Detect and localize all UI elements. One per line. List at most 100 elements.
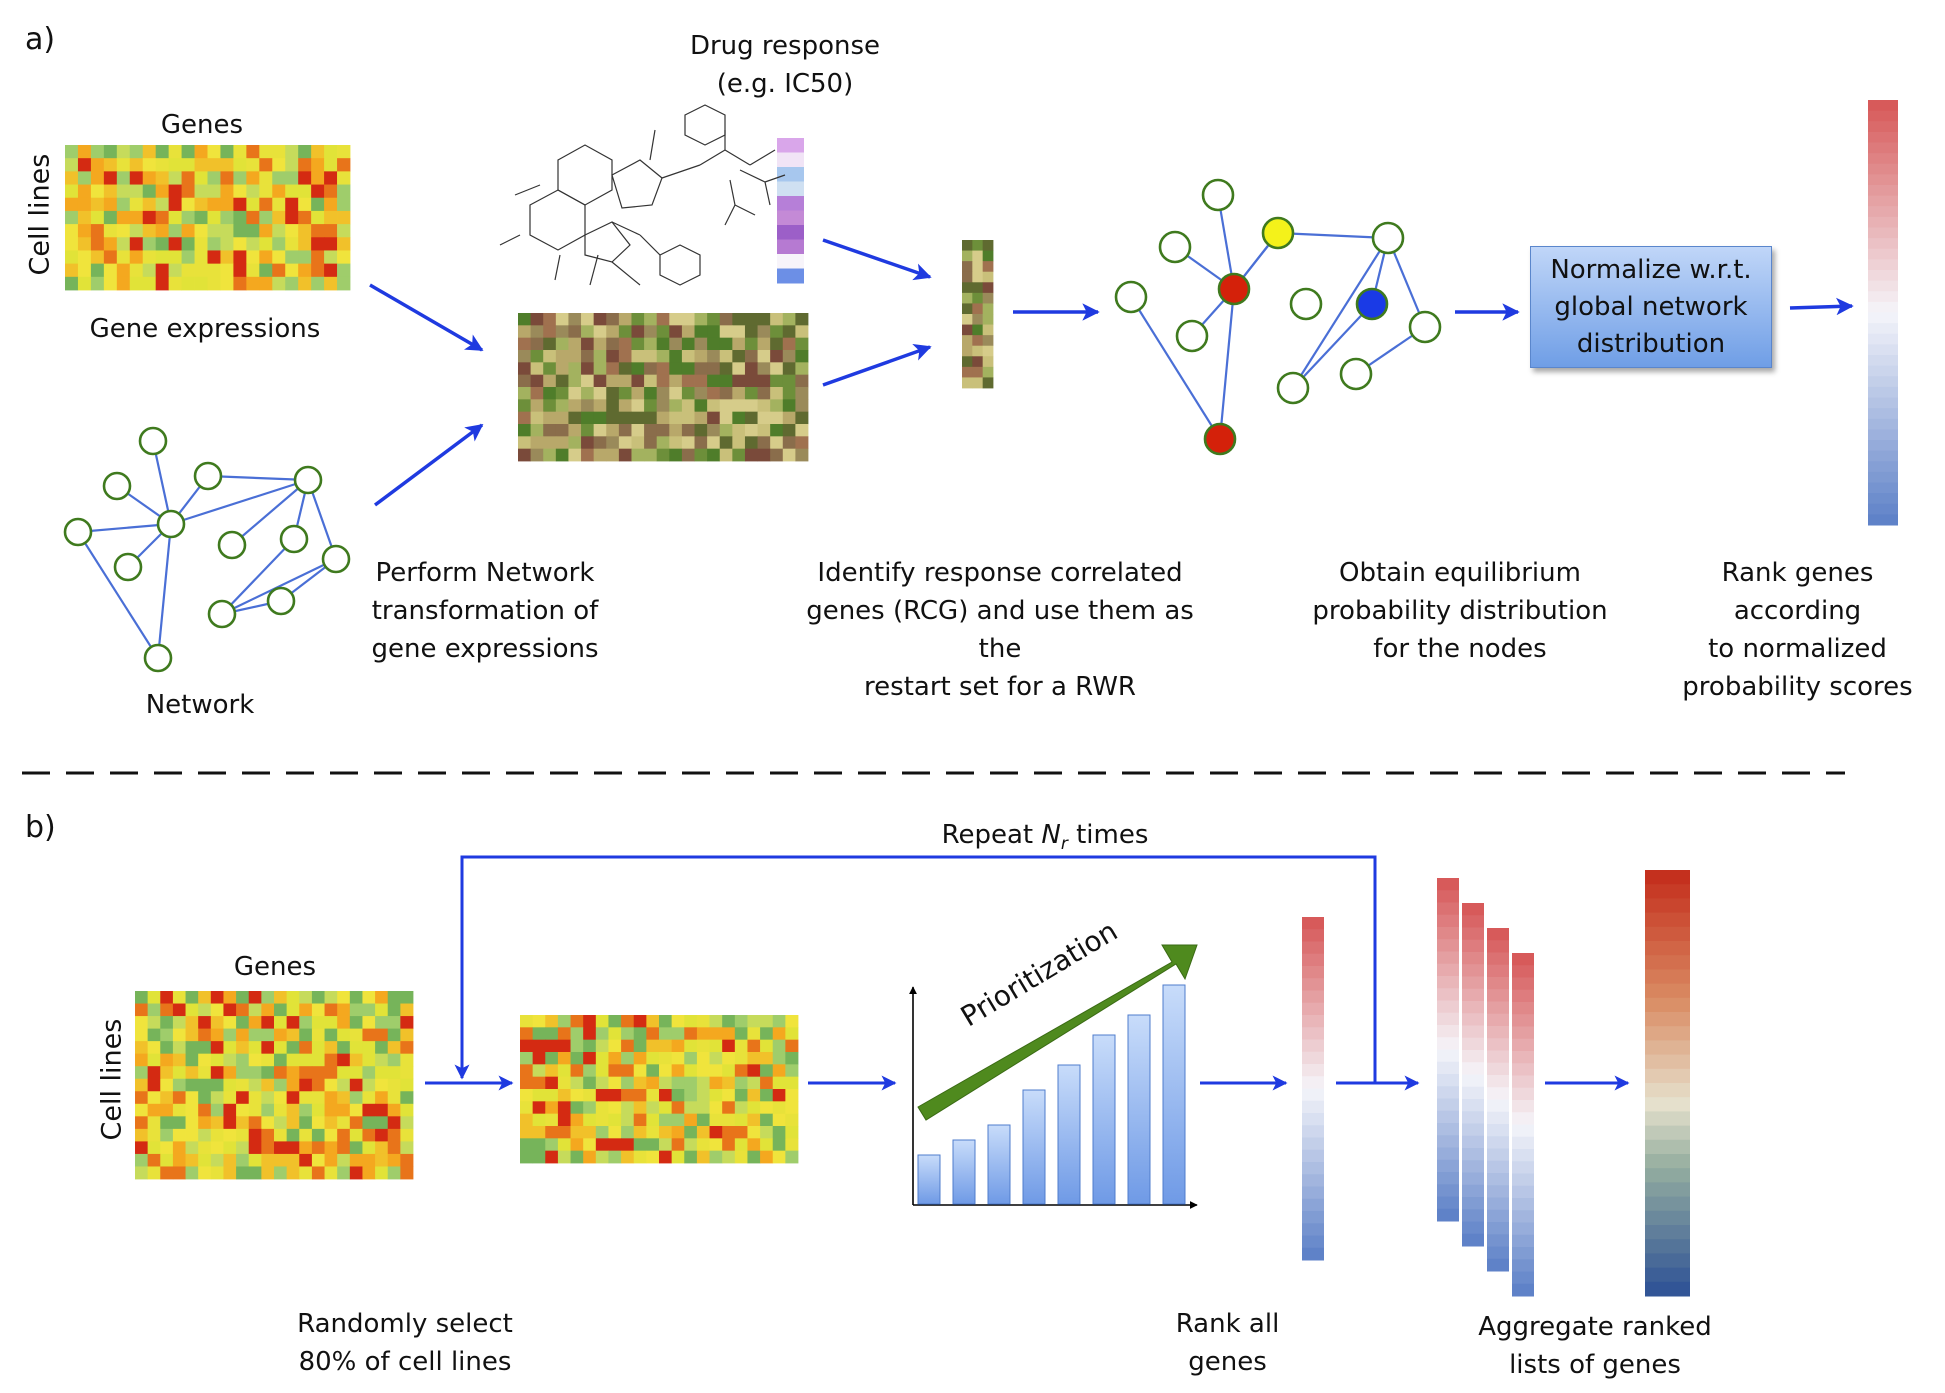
heatmap-cell (324, 1103, 338, 1117)
heatmap-cell (671, 1052, 685, 1065)
heatmap-cell (65, 224, 79, 238)
gradient-cell (1462, 1123, 1484, 1137)
heatmap-cell (311, 1128, 325, 1142)
heatmap-cell (557, 1126, 571, 1139)
gradient-cell (1868, 408, 1898, 420)
heatmap-cell (172, 1153, 186, 1167)
gradient-cell (1868, 227, 1898, 239)
heatmap-cell (520, 1015, 534, 1028)
heatmap-cell (274, 1066, 288, 1080)
heatmap-cell (324, 276, 338, 291)
heatmap-cell (757, 399, 771, 413)
heatmap-cell (530, 448, 544, 462)
heatmap-cell (719, 448, 733, 462)
heatmap-cell (734, 1126, 748, 1139)
heatmap-cell (557, 1138, 571, 1152)
heatmap-cell (147, 1091, 161, 1105)
heatmap-cell (606, 362, 620, 376)
heatmap-cell (362, 1116, 376, 1130)
heatmap-cell (324, 171, 338, 185)
heatmap-cell (732, 424, 746, 437)
heatmap-cell (532, 1138, 546, 1152)
heatmap-cell (631, 424, 645, 437)
heatmap-cell (744, 436, 758, 450)
heatmap-cell (732, 325, 746, 339)
heatmap-cell (272, 158, 286, 172)
heatmap-cell (962, 377, 973, 389)
gradient-cell (1512, 1234, 1534, 1248)
heatmap-cell (349, 1041, 363, 1055)
heatmap-cell (570, 1138, 584, 1152)
heatmap-cell (185, 1078, 199, 1092)
network-edge (1277, 231, 1389, 240)
heatmap-cell (248, 1003, 262, 1017)
heatmap-cell (684, 1064, 698, 1078)
heatmap-cell (198, 1078, 212, 1092)
heatmap-cell (772, 1039, 786, 1053)
heatmap-cell (722, 1089, 736, 1102)
heatmap-cell (760, 1027, 774, 1041)
gradient-cell (1302, 1113, 1324, 1126)
gradient-cell (1302, 1137, 1324, 1151)
heatmap-cell (299, 1028, 313, 1042)
heatmap-cell (782, 424, 796, 437)
gradient-cell (1645, 912, 1690, 928)
heatmap-cell (198, 991, 212, 1004)
gradient-cell (1512, 1222, 1534, 1236)
heatmap-cell (362, 1003, 376, 1017)
heatmap-cell (142, 158, 157, 172)
heatmap-cell (732, 313, 746, 326)
heatmap-cell (90, 197, 105, 212)
heatmap-cell (734, 1150, 748, 1164)
heatmap-cell (147, 1166, 161, 1180)
heatmap-cell (557, 1064, 571, 1078)
heatmap-cell (785, 1138, 799, 1152)
heatmap-cell (744, 424, 758, 437)
heatmap-cell (223, 1016, 237, 1029)
heatmap-cell (259, 171, 273, 185)
heatmap-cell (606, 424, 620, 437)
heatmap-cell (285, 197, 299, 212)
gradient-cell (1645, 997, 1690, 1013)
heatmap-cell (734, 1076, 748, 1090)
heatmap-cell (772, 1126, 786, 1139)
heatmap-cell (337, 1128, 351, 1142)
heatmap-cell (570, 1064, 584, 1078)
heatmap-cell (248, 1141, 262, 1155)
heatmap-cell (747, 1101, 761, 1115)
heatmap-cell (621, 1076, 635, 1090)
heatmap-cell (608, 1113, 622, 1127)
heatmap-cell (532, 1052, 546, 1065)
heatmap-cell (311, 250, 325, 265)
gradient-cell (1868, 333, 1898, 345)
heatmap-cell (520, 1027, 534, 1041)
heatmap-cell (103, 145, 118, 159)
step-equilibrium: Obtain equilibrium probability distribut… (1312, 558, 1608, 664)
heatmap-cell (349, 1028, 363, 1042)
heatmap-cell (671, 1138, 685, 1152)
heatmap-cell (583, 1150, 597, 1164)
heatmap-cell (782, 350, 796, 363)
heatmap-cell (631, 387, 645, 400)
heatmap-cell (155, 145, 170, 159)
heatmap-cell (362, 991, 376, 1004)
gradient-cell (1868, 503, 1898, 515)
heatmap-cell (555, 436, 569, 450)
gradient-cell (1645, 1168, 1690, 1183)
heatmap-cell (606, 350, 620, 363)
gradient-cell (1645, 1196, 1690, 1212)
heatmap-cell (274, 1053, 288, 1067)
heatmap-cell (570, 1101, 584, 1115)
heatmap-cell (400, 1028, 414, 1042)
gradient-cell (1462, 903, 1484, 916)
heatmap-cell (274, 1041, 288, 1055)
heatmap-cell (135, 1078, 149, 1092)
heatmap-cell (671, 1039, 685, 1053)
heatmap-cell (147, 1028, 161, 1042)
heatmap-cell (646, 1101, 660, 1115)
network-node (1261, 216, 1295, 250)
network-edge (221, 558, 337, 615)
heatmap-cell (375, 1078, 389, 1092)
heatmap-cell (646, 1113, 660, 1127)
heatmap-cell (557, 1113, 571, 1127)
